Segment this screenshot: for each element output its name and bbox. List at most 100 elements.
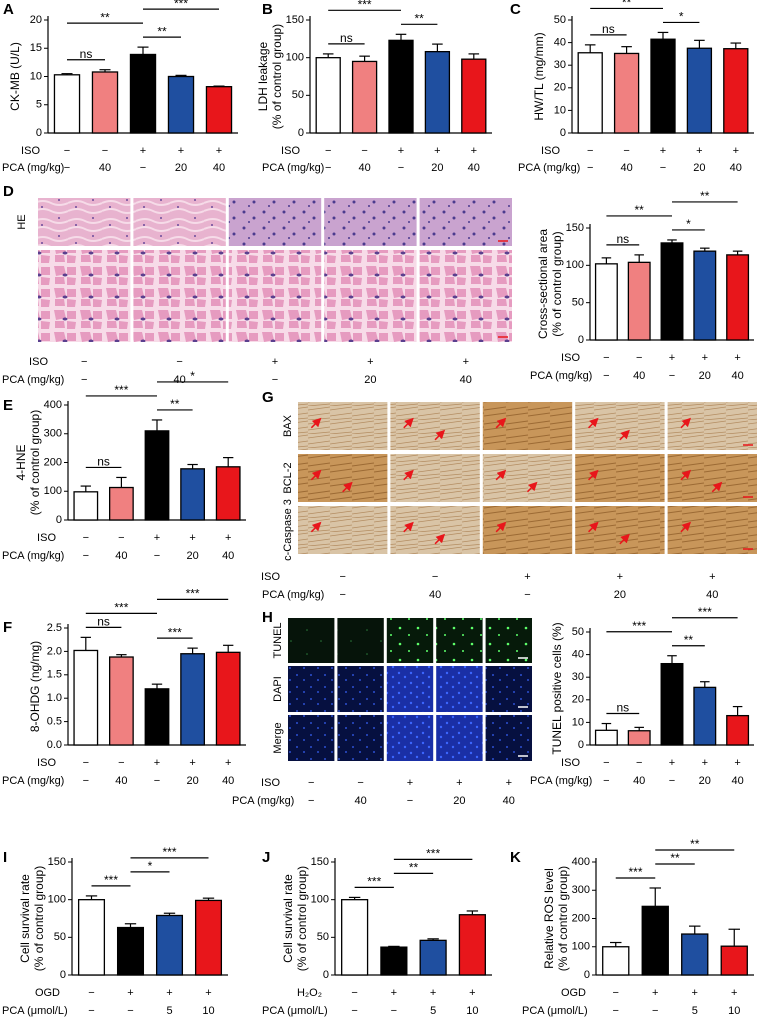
condition-name: ISO [37, 757, 56, 769]
y-tick-label: 20 [554, 82, 566, 94]
bar [458, 914, 486, 976]
condition-value: + [189, 757, 195, 769]
micrograph [288, 618, 335, 663]
arrow [310, 469, 322, 481]
condition-value: − [88, 987, 94, 999]
y-tick-label: 400 [44, 399, 62, 411]
bar [726, 714, 750, 746]
bar [109, 656, 134, 746]
arrow [434, 533, 446, 545]
significance-label: *** [632, 619, 646, 633]
condition-value: 40 [99, 162, 111, 174]
condition-value: 40 [354, 795, 366, 807]
arrow [495, 469, 507, 481]
condition-value: + [469, 987, 475, 999]
y-tick-label: 50 [54, 931, 66, 943]
condition-value: + [669, 352, 675, 364]
bar [194, 899, 223, 976]
significance-label: ns [97, 455, 110, 469]
condition-value: 40 [115, 550, 127, 562]
arrow [619, 533, 630, 545]
condition-name: PCA (mg/kg) [2, 550, 64, 562]
condition-value: 10 [202, 1005, 214, 1017]
y-tick-label: 30 [572, 671, 584, 683]
panel-label: K [510, 849, 521, 866]
bar [341, 899, 369, 976]
significance-label: ** [622, 0, 632, 10]
arrow [403, 469, 414, 481]
micrograph [575, 506, 665, 554]
significance-label: *** [104, 873, 118, 887]
row-label: BCL-2 [282, 462, 294, 493]
condition-value: + [272, 356, 278, 368]
condition-value: + [434, 145, 440, 157]
panel-label: H [262, 609, 273, 626]
condition-value: 10 [466, 1005, 478, 1017]
micrograph [337, 715, 384, 761]
condition-name: ISO [37, 532, 56, 544]
significance-label: ** [635, 203, 645, 217]
condition-name: PCA (mg/kg) [2, 374, 64, 386]
bar [388, 39, 414, 134]
y-tick-label: 50 [292, 89, 304, 101]
bar [660, 662, 684, 746]
micrograph [133, 198, 226, 246]
micrograph [667, 506, 757, 554]
significance-label: ns [602, 22, 615, 36]
condition-value: + [407, 777, 413, 789]
condition-value: + [709, 571, 715, 583]
y-tick-label: 100 [311, 894, 329, 906]
significance-label: ns [616, 232, 629, 246]
significance-label: *** [168, 625, 182, 639]
panel-label: C [510, 1, 521, 18]
y-axis-label: Cell survival rate [18, 874, 32, 963]
y-axis-label: Cell survival rate [281, 874, 295, 963]
condition-value: − [636, 757, 642, 769]
y-tick-label: 50 [317, 931, 329, 943]
y-tick-label: 100 [572, 941, 590, 953]
condition-value: + [669, 757, 675, 769]
micrograph [228, 250, 322, 342]
condition-value: 5 [166, 1005, 172, 1017]
condition-name: ISO [281, 145, 300, 157]
significance-label: ** [415, 11, 425, 25]
micrograph [485, 666, 532, 712]
y-tick-label: 300 [44, 428, 62, 440]
condition-value: − [102, 145, 108, 157]
micrograph [298, 454, 388, 502]
condition-name: PCA (mg/kg) [518, 162, 580, 174]
condition-value: + [154, 532, 160, 544]
bar [73, 491, 99, 521]
condition-value: − [351, 987, 357, 999]
significance-label: ** [670, 851, 680, 865]
significance-label: * [148, 859, 153, 873]
panel-label: F [3, 619, 12, 636]
significance-label: *** [162, 845, 176, 859]
panel-label: E [3, 397, 13, 414]
condition-value: + [127, 987, 133, 999]
condition-value: − [351, 1005, 357, 1017]
row-label: DAPI [272, 676, 284, 702]
condition-value: − [603, 370, 609, 382]
row-label: HE [16, 214, 28, 229]
bar [461, 58, 487, 134]
condition-value: + [154, 757, 160, 769]
significance-label: *** [186, 587, 200, 601]
bar [180, 468, 205, 521]
micrograph [419, 250, 512, 342]
condition-value: 20 [175, 162, 187, 174]
condition-value: 40 [503, 795, 515, 807]
significance-label: ** [157, 24, 167, 38]
y-tick-label: 0.5 [47, 716, 62, 728]
y-tick-label: 100 [566, 259, 584, 271]
bar [577, 52, 603, 134]
micrograph [390, 454, 480, 502]
condition-value: − [361, 145, 367, 157]
y-tick-label: 50 [554, 14, 566, 26]
condition-name: OGD [561, 987, 586, 999]
y-axis-label: 8-OHDG (ng/mg) [28, 641, 42, 732]
condition-value: 40 [731, 775, 743, 787]
condition-value: 40 [358, 162, 370, 174]
condition-value: − [64, 162, 70, 174]
condition-name: ISO [561, 757, 580, 769]
